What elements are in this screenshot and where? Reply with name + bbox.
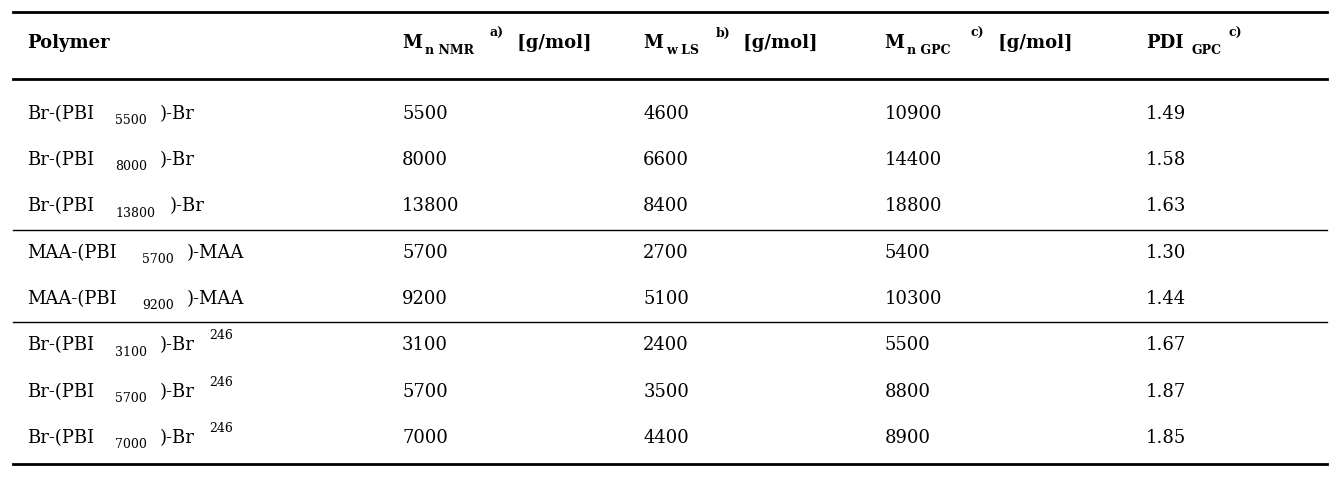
Text: 1.67: 1.67 bbox=[1146, 337, 1186, 355]
Text: 5100: 5100 bbox=[643, 290, 689, 308]
Text: 8000: 8000 bbox=[402, 151, 448, 169]
Text: w LS: w LS bbox=[666, 44, 699, 57]
Text: 2700: 2700 bbox=[643, 244, 689, 262]
Text: )-Br: )-Br bbox=[159, 383, 194, 401]
Text: MAA-(PBI: MAA-(PBI bbox=[27, 290, 117, 308]
Text: 8400: 8400 bbox=[643, 197, 689, 216]
Text: )-Br: )-Br bbox=[159, 429, 194, 447]
Text: c): c) bbox=[1229, 27, 1242, 40]
Text: 1.30: 1.30 bbox=[1146, 244, 1186, 262]
Text: )-MAA: )-MAA bbox=[186, 290, 244, 308]
Text: Br-(PBI: Br-(PBI bbox=[27, 197, 94, 216]
Text: 5400: 5400 bbox=[884, 244, 930, 262]
Text: 18800: 18800 bbox=[884, 197, 942, 216]
Text: 246: 246 bbox=[209, 329, 233, 342]
Text: 8900: 8900 bbox=[884, 429, 930, 447]
Text: n NMR: n NMR bbox=[425, 44, 474, 57]
Text: Br-(PBI: Br-(PBI bbox=[27, 337, 94, 355]
Text: c): c) bbox=[970, 27, 984, 40]
Text: n GPC: n GPC bbox=[907, 44, 951, 57]
Text: 6600: 6600 bbox=[643, 151, 689, 169]
Text: 5700: 5700 bbox=[142, 253, 174, 266]
Text: M: M bbox=[402, 34, 422, 52]
Text: 3500: 3500 bbox=[643, 383, 689, 401]
Text: 1.44: 1.44 bbox=[1146, 290, 1186, 308]
Text: 10900: 10900 bbox=[884, 105, 942, 123]
Text: 1.49: 1.49 bbox=[1146, 105, 1186, 123]
Text: [g/mol]: [g/mol] bbox=[992, 34, 1072, 52]
Text: 5700: 5700 bbox=[402, 383, 448, 401]
Text: Polymer: Polymer bbox=[27, 34, 110, 52]
Text: b): b) bbox=[716, 27, 730, 40]
Text: 7000: 7000 bbox=[402, 429, 448, 447]
Text: 1.85: 1.85 bbox=[1146, 429, 1186, 447]
Text: [g/mol]: [g/mol] bbox=[511, 34, 591, 52]
Text: )-MAA: )-MAA bbox=[186, 244, 244, 262]
Text: Br-(PBI: Br-(PBI bbox=[27, 429, 94, 447]
Text: )-Br: )-Br bbox=[159, 337, 194, 355]
Text: 10300: 10300 bbox=[884, 290, 942, 308]
Text: 1.63: 1.63 bbox=[1146, 197, 1186, 216]
Text: 9200: 9200 bbox=[402, 290, 448, 308]
Text: 8800: 8800 bbox=[884, 383, 930, 401]
Text: 5500: 5500 bbox=[402, 105, 448, 123]
Text: )-Br: )-Br bbox=[159, 105, 194, 123]
Text: 4400: 4400 bbox=[643, 429, 689, 447]
Text: 5500: 5500 bbox=[884, 337, 930, 355]
Text: 14400: 14400 bbox=[884, 151, 942, 169]
Text: 1.58: 1.58 bbox=[1146, 151, 1186, 169]
Text: [g/mol]: [g/mol] bbox=[737, 34, 817, 52]
Text: MAA-(PBI: MAA-(PBI bbox=[27, 244, 117, 262]
Text: 246: 246 bbox=[209, 422, 233, 435]
Text: M: M bbox=[643, 34, 663, 52]
Text: 1.87: 1.87 bbox=[1146, 383, 1186, 401]
Text: 246: 246 bbox=[209, 376, 233, 389]
Text: )-Br: )-Br bbox=[159, 151, 194, 169]
Text: a): a) bbox=[489, 27, 504, 40]
Text: 7000: 7000 bbox=[115, 438, 147, 451]
Text: 9200: 9200 bbox=[142, 299, 174, 312]
Text: 3100: 3100 bbox=[402, 337, 448, 355]
Text: 8000: 8000 bbox=[115, 160, 147, 173]
Text: 4600: 4600 bbox=[643, 105, 689, 123]
Text: GPC: GPC bbox=[1191, 44, 1221, 57]
Text: 5500: 5500 bbox=[115, 114, 147, 127]
Text: 2400: 2400 bbox=[643, 337, 689, 355]
Text: 3100: 3100 bbox=[115, 346, 147, 358]
Text: 13800: 13800 bbox=[115, 206, 155, 219]
Text: Br-(PBI: Br-(PBI bbox=[27, 151, 94, 169]
Text: 13800: 13800 bbox=[402, 197, 460, 216]
Text: Br-(PBI: Br-(PBI bbox=[27, 383, 94, 401]
Text: 5700: 5700 bbox=[115, 392, 147, 405]
Text: 5700: 5700 bbox=[402, 244, 448, 262]
Text: PDI: PDI bbox=[1146, 34, 1183, 52]
Text: )-Br: )-Br bbox=[170, 197, 205, 216]
Text: Br-(PBI: Br-(PBI bbox=[27, 105, 94, 123]
Text: M: M bbox=[884, 34, 905, 52]
